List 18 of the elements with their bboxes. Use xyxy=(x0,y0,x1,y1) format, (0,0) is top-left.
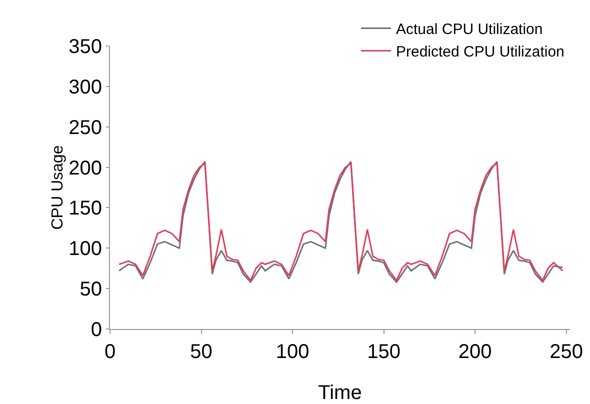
legend-label: Actual CPU Utilization xyxy=(396,21,543,38)
y-tick-label: 200 xyxy=(68,157,102,180)
y-tick-label: 100 xyxy=(68,238,102,260)
x-tick-label: 150 xyxy=(367,341,400,363)
legend-label: Predicted CPU Utilization xyxy=(396,44,564,61)
y-tick-label: 250 xyxy=(68,116,102,139)
x-tick-label: 200 xyxy=(458,341,492,363)
x-tick-label: 100 xyxy=(276,341,310,363)
y-tick-label: 0 xyxy=(90,319,102,341)
x-axis-title: Time xyxy=(318,382,362,404)
x-tick-label: 250 xyxy=(550,341,584,363)
y-axis-title: CPU Usage xyxy=(50,145,67,230)
x-tick-label: 0 xyxy=(104,341,116,363)
x-tick-label: 50 xyxy=(190,341,212,363)
y-tick-label: 150 xyxy=(68,198,102,220)
y-tick-label: 300 xyxy=(68,76,102,98)
y-tick-label: 350 xyxy=(68,36,102,58)
y-tick-label: 50 xyxy=(80,278,102,301)
